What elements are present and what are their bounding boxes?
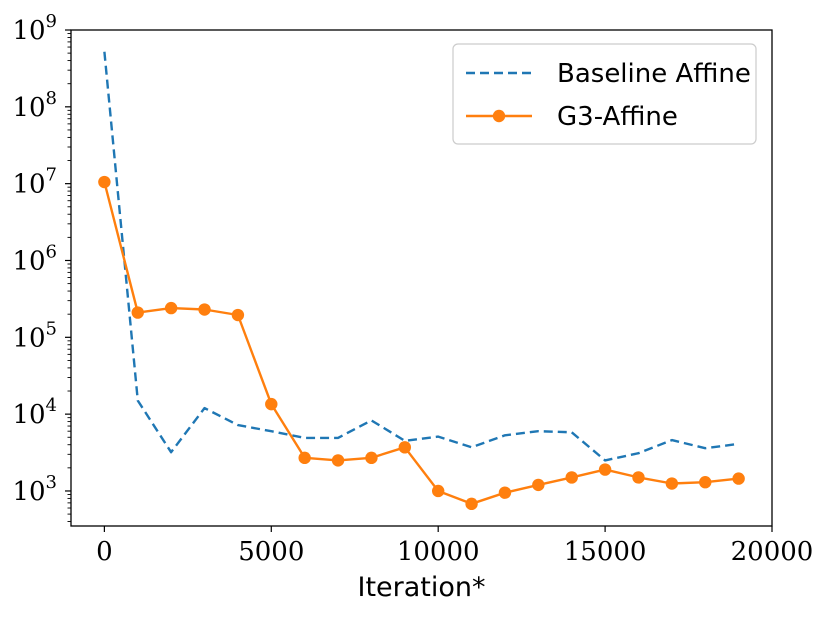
series-g3-affine-point-19 (732, 472, 745, 485)
series-g3-affine-point-16 (632, 471, 645, 484)
series-layer (98, 51, 745, 511)
ticks-layer: 0 5000 10000 15000 20000 103 104 105 106 107 108 10… (12, 11, 813, 567)
series-g3-affine-point-6 (298, 451, 311, 465)
series-g3-affine-point-0 (98, 175, 111, 189)
legend-baseline-affine-label: Baseline Affine (557, 59, 751, 89)
series-baseline-affine-line (103, 51, 739, 462)
y-tick-label-3: 106 (12, 241, 57, 276)
x-tick-label-3: 15000 (564, 537, 647, 567)
series-g3-affine-point-8 (365, 451, 378, 465)
series-g3-affine-point-13 (532, 478, 545, 492)
series-g3-affine-point-5 (265, 397, 278, 411)
series-g3-affine-point-4 (231, 308, 245, 322)
legend-box (452, 43, 757, 145)
series-g3-affine-point-18 (699, 476, 712, 489)
series-g3-affine-point-9 (398, 441, 412, 454)
y-tick-label-4: 107 (12, 165, 57, 200)
series-g3-affine-line (103, 181, 739, 505)
series-g3-affine-point-2 (164, 301, 178, 315)
series-g3-affine-point-11 (465, 497, 478, 511)
series-g3-affine-point-14 (565, 471, 578, 484)
series-g3-affine-point-15 (598, 463, 612, 476)
x-tick-label-1: 5000 (238, 537, 304, 567)
legend-g3-affine-marker (492, 109, 506, 123)
x-axis-title: Iteration* (357, 572, 485, 603)
x-tick-label-2: 10000 (397, 537, 480, 567)
series-g3-affine-point-3 (198, 303, 211, 316)
plot-frame (70, 29, 773, 527)
y-tick-label-5: 108 (12, 88, 57, 123)
y-tick-label-6: 109 (12, 11, 57, 46)
x-tick-label-0: 0 (96, 537, 113, 567)
y-tick-label-2: 105 (12, 318, 57, 353)
series-g3-affine-point-1 (131, 306, 144, 319)
y-tick-label-0: 103 (12, 472, 57, 507)
legend: Baseline Affine G3-Affine (452, 43, 757, 145)
series-g3-affine-point-10 (431, 484, 445, 498)
y-tick-label-1: 104 (12, 395, 57, 430)
x-tick-label-4: 20000 (731, 537, 814, 567)
series-g3-affine-point-7 (331, 454, 345, 467)
legend-g3-affine-label: G3-Affine (557, 102, 678, 132)
series-g3-affine-point-12 (498, 486, 512, 499)
series-g3-affine-point-17 (665, 477, 679, 490)
